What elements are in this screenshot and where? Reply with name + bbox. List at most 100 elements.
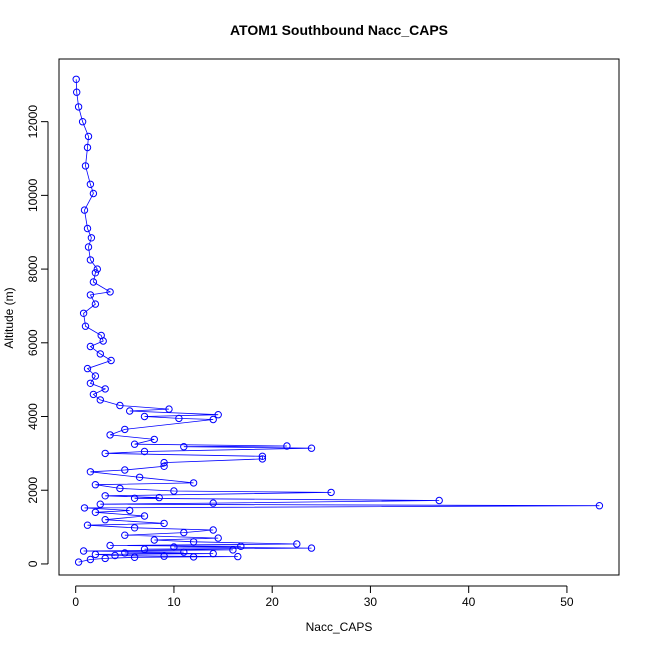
x-axis-label: Nacc_CAPS [306,620,373,634]
data-point [283,442,291,450]
data-point [91,481,100,489]
data-point [234,552,242,561]
data-point [74,558,83,566]
data-point [96,396,105,404]
data-point [83,364,92,373]
data-point [84,243,93,251]
data-point [180,528,188,537]
data-point [121,549,129,557]
data-point [130,524,139,532]
data-point [80,206,89,214]
data-point [130,440,139,448]
data-point [106,288,114,296]
data-point [170,543,178,551]
data-point [180,443,188,451]
y-tick-label: 12000 [26,105,40,139]
chart-title: ATOM1 Southbound Nacc_CAPS [230,22,448,38]
x-tick-label: 20 [266,595,280,609]
data-point [74,103,83,111]
data-point [89,390,98,399]
data-point [86,379,95,387]
data-point [160,519,168,528]
data-point [101,385,109,393]
y-axis-label: Altitude (m) [2,287,16,348]
data-point [175,414,183,423]
y-tick-label: 2000 [26,477,40,504]
data-point [189,479,198,487]
data-point [237,542,245,550]
data-point [101,492,109,500]
data-point [307,444,316,452]
data-point [140,412,149,421]
data-point [140,545,149,553]
data-point [86,180,95,189]
data-point [160,462,168,470]
data-point [170,487,178,495]
data-point [86,342,95,351]
data-point [78,118,87,126]
data-point [150,435,159,444]
x-axis: 0 10 20 30 40 50 [72,585,574,609]
data-point [155,493,163,502]
data-point [189,553,198,561]
plot-frame [58,58,620,576]
data-point [84,132,93,141]
data-point [180,548,188,556]
data-point [91,550,100,559]
data-point [83,521,92,529]
data-point [96,500,105,508]
data-point [130,553,139,561]
data-point [140,512,149,520]
data-point [214,534,222,542]
data-point [209,526,217,534]
data-point [91,269,100,277]
data-point [135,473,144,481]
data-point [189,538,198,546]
data-point [91,300,100,308]
data-point [81,162,90,170]
data-point [209,549,217,558]
data-point [91,372,100,380]
data-point [209,499,217,507]
x-tick-label: 10 [167,595,181,609]
data-point [81,322,90,330]
data-point [160,458,168,467]
data-point [86,555,95,564]
data-point [93,265,102,273]
data-point [83,224,92,233]
data-point [214,411,222,419]
data-point [73,88,81,96]
y-tick-label: 0 [26,560,40,567]
data-point [87,234,96,242]
data-point [327,488,335,497]
data-point [435,496,443,505]
data-point [160,552,168,560]
data-point [140,447,149,456]
data-point [121,466,129,474]
data-point [97,331,105,340]
data-point [209,415,217,424]
y-tick-label: 4000 [26,403,40,430]
y-tick-label: 10000 [26,178,40,212]
data-point [595,502,604,510]
data-point [80,504,89,512]
data-point [293,540,301,548]
data-point [150,536,159,544]
data-point [121,425,129,434]
data-point [79,547,88,555]
data-point [258,455,267,463]
data-point [116,401,124,410]
y-tick-label: 6000 [26,329,40,356]
data-point [89,278,98,286]
x-tick-label: 30 [364,595,378,609]
data-point [86,291,95,299]
data-point [72,75,80,84]
y-tick-label: 8000 [26,255,40,282]
y-axis: 0 2000 4000 6000 8000 10000 12000 [26,105,49,567]
data-point [101,554,109,563]
data-point [86,468,95,476]
data-point [258,452,267,460]
data-point [229,546,237,554]
